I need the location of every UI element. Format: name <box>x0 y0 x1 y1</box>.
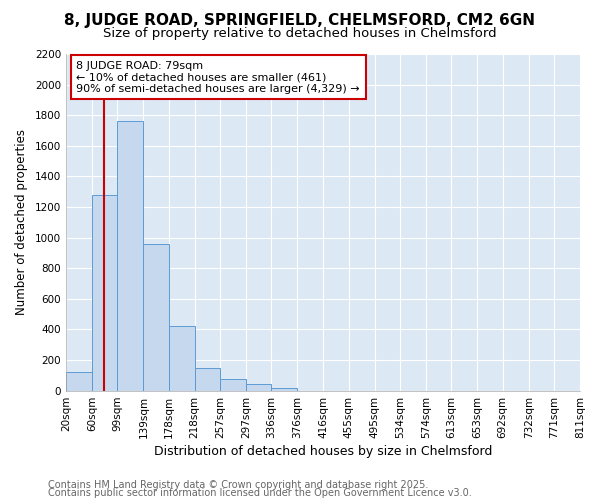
Text: Contains public sector information licensed under the Open Government Licence v3: Contains public sector information licen… <box>48 488 472 498</box>
Bar <box>118 122 143 390</box>
Bar <box>66 372 92 390</box>
Text: Contains HM Land Registry data © Crown copyright and database right 2025.: Contains HM Land Registry data © Crown c… <box>48 480 428 490</box>
Text: 8 JUDGE ROAD: 79sqm
← 10% of detached houses are smaller (461)
90% of semi-detac: 8 JUDGE ROAD: 79sqm ← 10% of detached ho… <box>76 60 360 94</box>
Bar <box>169 326 195 390</box>
Bar <box>92 194 118 390</box>
Text: Size of property relative to detached houses in Chelmsford: Size of property relative to detached ho… <box>103 28 497 40</box>
Text: 8, JUDGE ROAD, SPRINGFIELD, CHELMSFORD, CM2 6GN: 8, JUDGE ROAD, SPRINGFIELD, CHELMSFORD, … <box>65 12 536 28</box>
Bar <box>195 368 220 390</box>
Y-axis label: Number of detached properties: Number of detached properties <box>15 130 28 316</box>
Bar <box>246 384 271 390</box>
X-axis label: Distribution of detached houses by size in Chelmsford: Distribution of detached houses by size … <box>154 444 492 458</box>
Bar <box>271 388 298 390</box>
Bar <box>143 244 169 390</box>
Bar <box>220 379 246 390</box>
